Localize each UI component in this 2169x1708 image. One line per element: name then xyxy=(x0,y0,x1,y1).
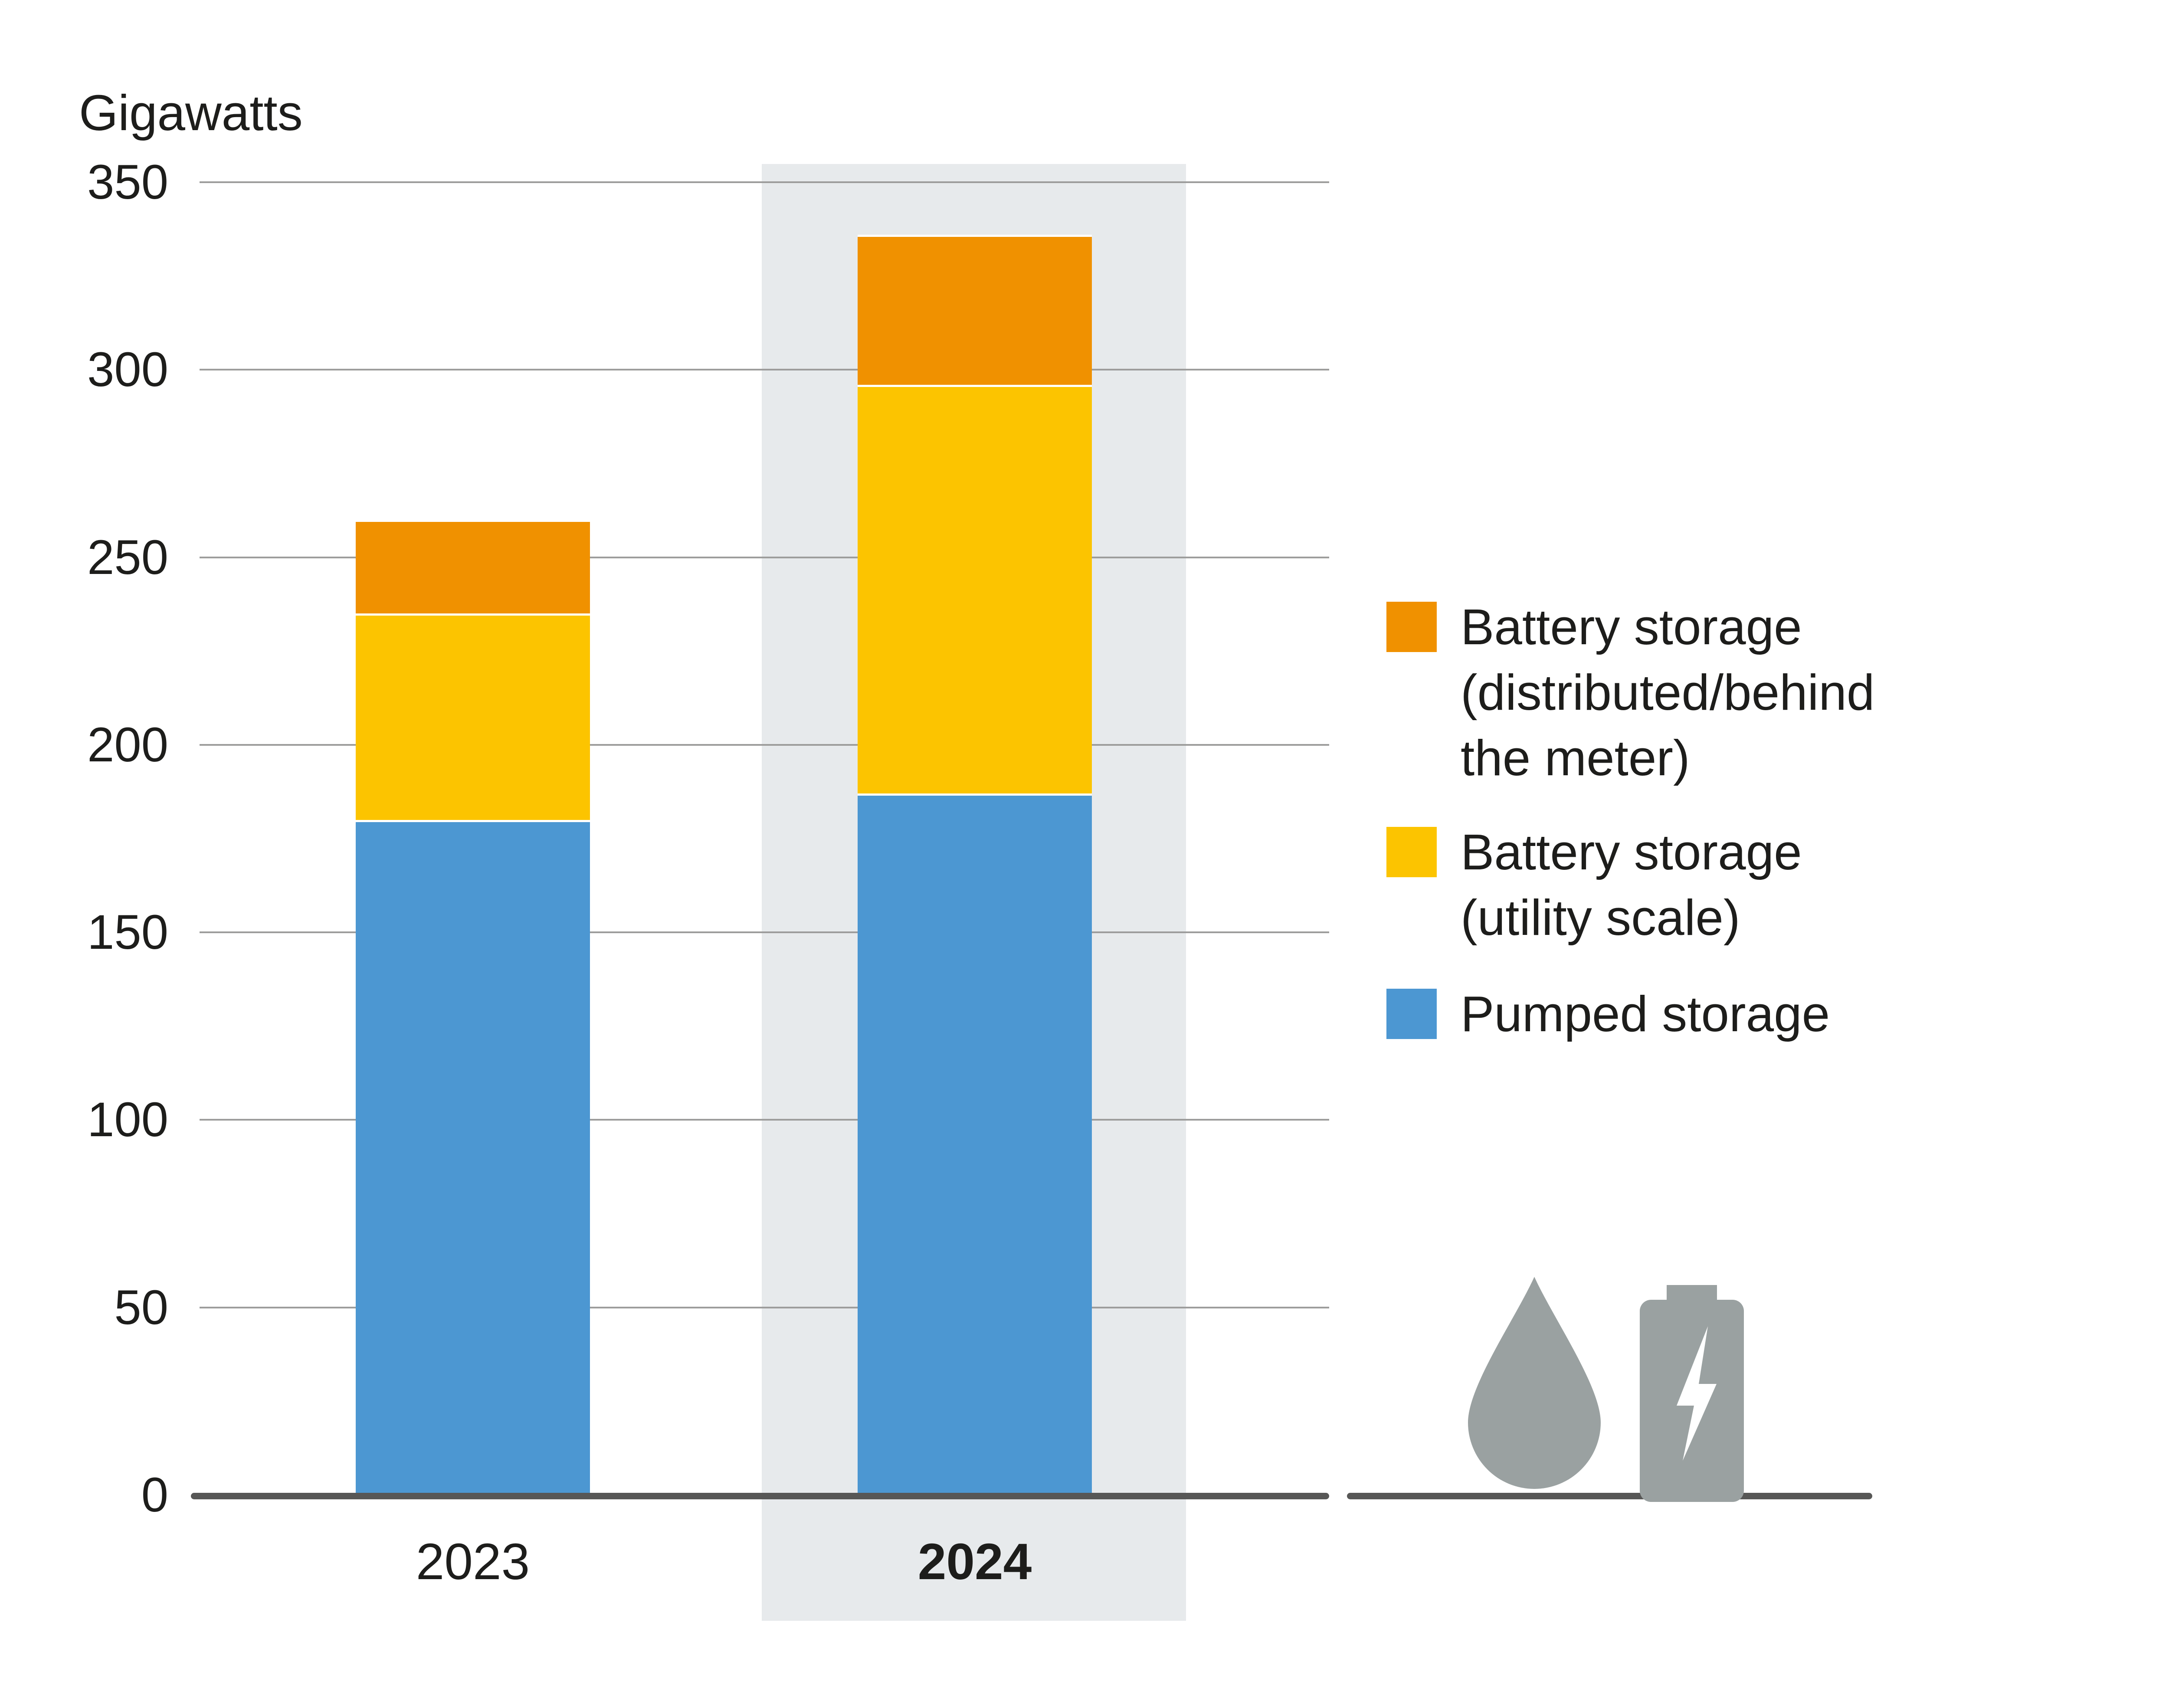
legend-swatch-0 xyxy=(1386,602,1437,652)
gridline-200 xyxy=(200,744,1329,746)
legend-item-1: Battery storage (utility scale) xyxy=(1386,820,2124,951)
y-tick-label-150: 150 xyxy=(87,905,168,960)
water-drop-icon xyxy=(1468,1277,1601,1489)
y-tick-label-300: 300 xyxy=(87,342,168,397)
legend-item-2: Pumped storage xyxy=(1386,981,2124,1047)
legend-swatch-2 xyxy=(1386,989,1437,1039)
legend-label-2: Pumped storage xyxy=(1461,986,1830,1042)
gridline-150 xyxy=(200,931,1329,934)
legend-item-0: Battery storage (distributed/behind the me… xyxy=(1386,594,2124,791)
x-axis-line xyxy=(191,1493,1329,1499)
y-tick-label-200: 200 xyxy=(87,717,168,772)
y-tick-label-50: 50 xyxy=(114,1280,168,1334)
bar-2023-pumped-storage xyxy=(356,820,590,1495)
x-axis-line-right-segment xyxy=(1347,1493,1872,1499)
bar-2024-pumped-storage xyxy=(858,793,1092,1495)
legend-label-0: Battery storage (distributed/behind the me… xyxy=(1461,599,1875,786)
lightning-bolt xyxy=(1677,1326,1717,1461)
battery-charging-icon xyxy=(1640,1285,1744,1502)
bar-2023-battery-storage-utility-scale xyxy=(356,613,590,820)
legend-label-1: Battery storage (utility scale) xyxy=(1461,824,1802,946)
y-tick-label-350: 350 xyxy=(87,155,168,209)
gridline-300 xyxy=(200,369,1329,371)
category-label-2024: 2024 xyxy=(917,1533,1032,1590)
y-tick-label-0: 0 xyxy=(141,1468,168,1522)
gridline-350 xyxy=(200,181,1329,183)
legend-swatch-1 xyxy=(1386,827,1437,877)
bar-2023-battery-storage-distributed-behind-the-meter xyxy=(356,520,590,614)
bar-2024-battery-storage-distributed-behind-the-meter xyxy=(858,235,1092,385)
category-label-2023: 2023 xyxy=(416,1533,530,1590)
y-tick-label-100: 100 xyxy=(87,1092,168,1147)
bar-2024-battery-storage-utility-scale xyxy=(858,384,1092,794)
gridline-50 xyxy=(200,1306,1329,1308)
water-drop-shape xyxy=(1468,1277,1601,1489)
gridline-100 xyxy=(200,1119,1329,1121)
y-tick-label-250: 250 xyxy=(87,530,168,584)
gridline-250 xyxy=(200,556,1329,558)
y-axis-unit-label: Gigawatts xyxy=(79,85,303,141)
